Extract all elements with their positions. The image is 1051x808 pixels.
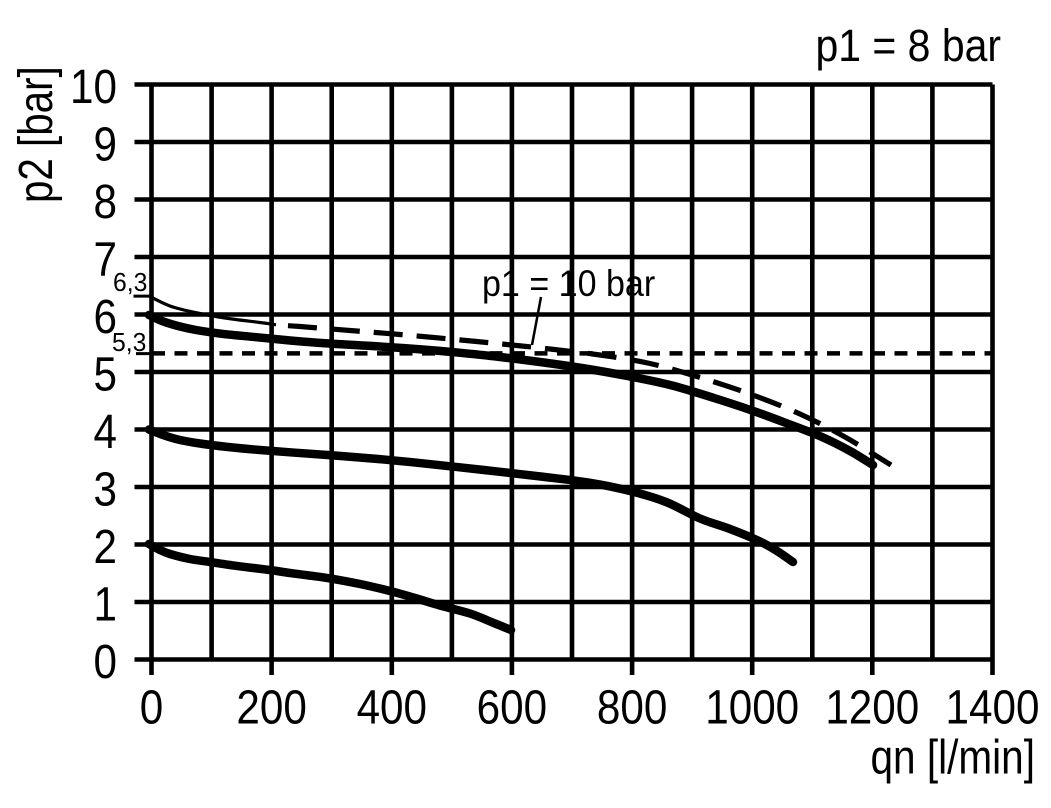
svg-text:8: 8 (94, 174, 117, 228)
svg-text:0: 0 (94, 634, 117, 688)
svg-text:1400: 1400 (946, 680, 1040, 734)
svg-text:200: 200 (236, 680, 306, 734)
svg-text:qn [l/min]: qn [l/min] (870, 731, 1035, 784)
svg-text:2: 2 (94, 519, 117, 573)
svg-text:600: 600 (477, 680, 547, 734)
svg-text:5: 5 (94, 347, 117, 401)
svg-text:4: 4 (94, 404, 117, 458)
svg-text:1000: 1000 (705, 680, 799, 734)
svg-text:0: 0 (140, 680, 163, 734)
svg-text:400: 400 (357, 680, 427, 734)
svg-text:p1 = 10 bar: p1 = 10 bar (482, 263, 655, 305)
svg-text:10: 10 (70, 59, 117, 113)
svg-text:6,3: 6,3 (113, 268, 147, 297)
svg-text:5,3: 5,3 (112, 328, 146, 357)
svg-text:6: 6 (94, 289, 117, 343)
svg-text:800: 800 (597, 680, 667, 734)
svg-text:1200: 1200 (825, 680, 919, 734)
svg-text:p2 [bar]: p2 [bar] (10, 66, 63, 203)
svg-text:1: 1 (94, 577, 117, 631)
svg-text:3: 3 (94, 462, 117, 516)
svg-text:p1 = 8 bar: p1 = 8 bar (815, 21, 1001, 71)
svg-text:9: 9 (94, 117, 117, 171)
svg-text:7: 7 (94, 232, 117, 286)
